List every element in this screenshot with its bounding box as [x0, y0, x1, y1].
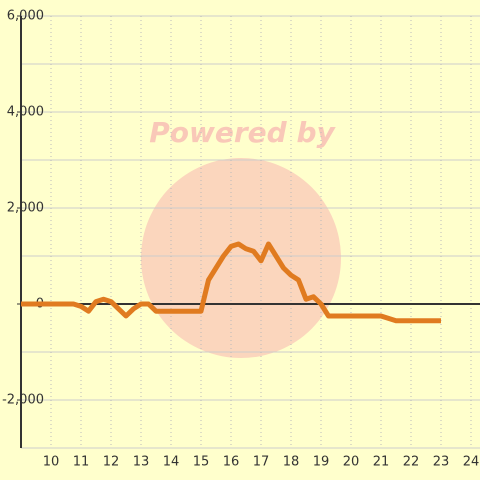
x-tick-label: 11: [73, 455, 90, 470]
y-tick-label: -2,000: [2, 393, 44, 408]
line-series: [21, 241, 441, 324]
watermark-text: Powered by: [149, 116, 336, 149]
x-tick-label: 24: [463, 455, 480, 470]
x-tick-label: 13: [133, 455, 150, 470]
x-tick-label: 19: [313, 455, 330, 470]
y-tick-label: 4,000: [7, 105, 44, 120]
x-tick-label: 16: [223, 455, 240, 470]
x-tick-label: 23: [433, 455, 450, 470]
x-tick-label: 21: [373, 455, 390, 470]
y-tick-label: 6,000: [7, 9, 44, 24]
x-tick-label: 12: [103, 455, 120, 470]
x-tick-label: 15: [193, 455, 210, 470]
y-tick-label: 2,000: [7, 201, 44, 216]
x-tick-label: 20: [343, 455, 360, 470]
x-tick-label: 10: [43, 455, 60, 470]
x-tick-label: 18: [283, 455, 300, 470]
x-tick-label: 17: [253, 455, 270, 470]
x-tick-label: 14: [163, 455, 180, 470]
x-tick-label: 22: [403, 455, 420, 470]
